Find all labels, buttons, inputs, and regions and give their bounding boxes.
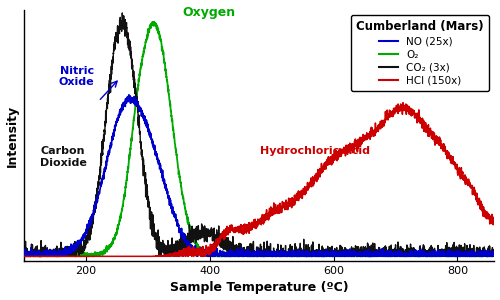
Legend: NO (25x), O₂, CO₂ (3x), HCl (150x): NO (25x), O₂, CO₂ (3x), HCl (150x)	[351, 15, 489, 91]
Text: Hydrochloric Acid: Hydrochloric Acid	[260, 146, 370, 156]
X-axis label: Sample Temperature (ºC): Sample Temperature (ºC)	[170, 281, 348, 294]
Text: Carbon
Dioxide: Carbon Dioxide	[40, 146, 86, 168]
Text: Nitric
Oxide: Nitric Oxide	[59, 66, 94, 87]
Y-axis label: Intensity: Intensity	[6, 104, 18, 166]
Text: Oxygen: Oxygen	[182, 6, 235, 19]
